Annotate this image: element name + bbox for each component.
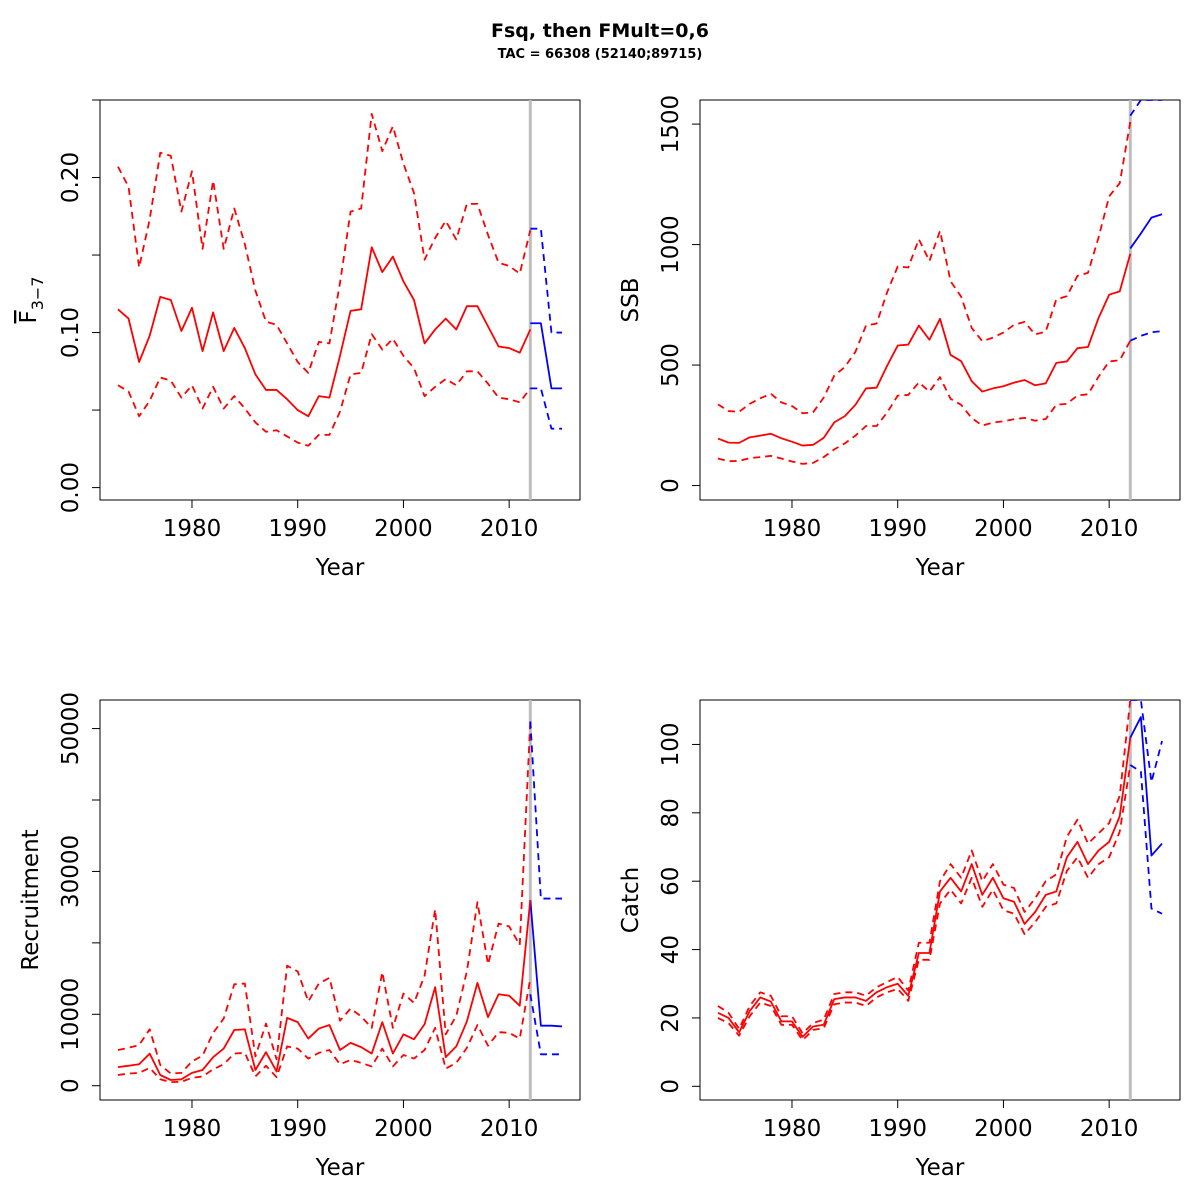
f-y-axis-label-sub: 3−7 [28, 277, 47, 311]
ssb-y-axis-label: SSB [618, 278, 644, 323]
rec-x-tick-label: 2010 [480, 1116, 539, 1142]
ssb-historic-upper-line [717, 121, 1132, 415]
figure-subtitle: TAC = 66308 (52140;89715) [497, 47, 703, 62]
ssb-x-tick-label: 2000 [974, 516, 1033, 542]
ssb-y-axis: 0 500 1000 1500 [658, 95, 701, 493]
f-x-tick-label: 2010 [480, 516, 539, 542]
ssb-x-axis-label: Year [915, 555, 965, 581]
ssb-forecast-lower-line [1129, 330, 1163, 342]
f-series-group [117, 100, 563, 500]
rec-y-tick-label: 10000 [58, 978, 84, 1051]
rec-y-axis: 0 10000 30000 50000 [58, 692, 101, 1093]
ssb-plot-frame [699, 99, 1181, 501]
f-x-axis: 1980 1990 2000 2010 [163, 499, 539, 542]
ssb-y-tick-label: 1500 [658, 95, 684, 154]
rec-x-tick-label: 1980 [163, 1116, 222, 1142]
ssb-y-tick-label: 1000 [658, 215, 684, 274]
chart-ssb: 1980 1990 2000 2010 Year 0 500 1000 1500 SSB [618, 95, 1181, 581]
ssb-forecast-upper-line [1129, 100, 1163, 117]
rec-historic-median-line [117, 899, 532, 1081]
ssb-historic-median-line [717, 253, 1132, 447]
f-y-axis-label-main: F [16, 310, 42, 323]
f-plot-frame [99, 99, 581, 501]
ssb-y-tick-label: 500 [658, 343, 684, 387]
ssb-forecast-median-line [1129, 213, 1163, 249]
f-x-axis-label: Year [315, 555, 365, 581]
catch-y-tick-label: 20 [658, 1003, 684, 1032]
f-historic-upper-line [117, 113, 532, 374]
catch-x-tick-label: 1980 [763, 1116, 822, 1142]
f-x-tick-label: 1980 [163, 516, 222, 542]
rec-forecast-upper-line [529, 721, 563, 900]
rec-x-axis: 1980 1990 2000 2010 [163, 1099, 539, 1142]
rec-series-group [117, 700, 563, 1100]
catch-x-axis-label: Year [915, 1155, 965, 1181]
catch-forecast-lower-line [1129, 764, 1163, 915]
f-x-tick-label: 2000 [374, 516, 433, 542]
catch-x-tick-label: 2000 [974, 1116, 1033, 1142]
catch-historic-lower-line [717, 764, 1132, 1042]
f-forecast-median-line [530, 322, 563, 390]
f-y-tick-label: 0.10 [58, 307, 84, 358]
rec-y-axis-label: Recruitment [18, 829, 44, 970]
f-y-axis: 0.00 0.10 0.20 [58, 99, 101, 513]
catch-x-axis: 1980 1990 2000 2010 [763, 1099, 1139, 1142]
chart-recruitment: 1980 1990 2000 2010 Year 0 10000 30000 50000 Recr… [18, 692, 581, 1181]
f-forecast-lower-line [530, 387, 563, 430]
rec-x-tick-label: 1990 [268, 1116, 327, 1142]
f-y-tick-label: 0.20 [58, 152, 84, 203]
f-historic-median-line [117, 246, 532, 418]
catch-y-tick-label: 0 [658, 1079, 684, 1094]
ssb-series-group [717, 100, 1163, 500]
ssb-x-tick-label: 1980 [763, 516, 822, 542]
rec-x-axis-label: Year [315, 1155, 365, 1181]
catch-historic-upper-line [717, 700, 1132, 1035]
catch-plot-frame [699, 699, 1181, 1101]
rec-historic-lower-line [117, 978, 532, 1084]
chart-fishing-mortality: 1980 1990 2000 2010 Year 0.00 0.10 0.20 F3−7 [16, 99, 581, 581]
ssb-x-axis: 1980 1990 2000 2010 [763, 499, 1139, 542]
f-x-tick-label: 1990 [268, 516, 327, 542]
catch-y-axis-label: Catch [618, 867, 644, 933]
ssb-historic-lower-line [717, 340, 1132, 465]
rec-plot-frame [99, 699, 581, 1101]
rec-forecast-lower-line [529, 994, 563, 1056]
rec-x-tick-label: 2000 [374, 1116, 433, 1142]
catch-y-tick-label: 100 [658, 722, 684, 766]
rec-y-tick-label: 0 [58, 1078, 84, 1093]
catch-x-tick-label: 2010 [1080, 1116, 1139, 1142]
figure-title: Fsq, then FMult=0,6 [491, 20, 709, 42]
catch-forecast-upper-line [1130, 700, 1163, 783]
catch-series-group [717, 700, 1163, 1100]
rec-forecast-median-line [529, 899, 563, 1028]
catch-forecast-median-line [1129, 716, 1163, 857]
catch-y-axis: 0 20 40 60 80 100 [658, 722, 701, 1094]
catch-y-tick-label: 40 [658, 935, 684, 964]
chart-catch: 1980 1990 2000 2010 Year 0 20 40 60 80 100 Catch [618, 699, 1181, 1181]
rec-y-tick-label: 50000 [58, 692, 84, 765]
catch-x-tick-label: 1990 [868, 1116, 927, 1142]
f-forecast-upper-line [530, 227, 563, 334]
f-y-axis-label: F3−7 [16, 277, 47, 324]
rec-historic-upper-line [117, 721, 532, 1075]
ssb-x-tick-label: 2010 [1080, 516, 1139, 542]
catch-historic-median-line [717, 737, 1132, 1038]
f-historic-lower-line [117, 333, 532, 447]
catch-y-tick-label: 60 [658, 867, 684, 896]
f-y-tick-label: 0.00 [58, 462, 84, 513]
rec-y-tick-label: 30000 [58, 835, 84, 908]
catch-y-tick-label: 80 [658, 798, 684, 827]
ssb-x-tick-label: 1990 [868, 516, 927, 542]
ssb-y-tick-label: 0 [658, 478, 684, 493]
